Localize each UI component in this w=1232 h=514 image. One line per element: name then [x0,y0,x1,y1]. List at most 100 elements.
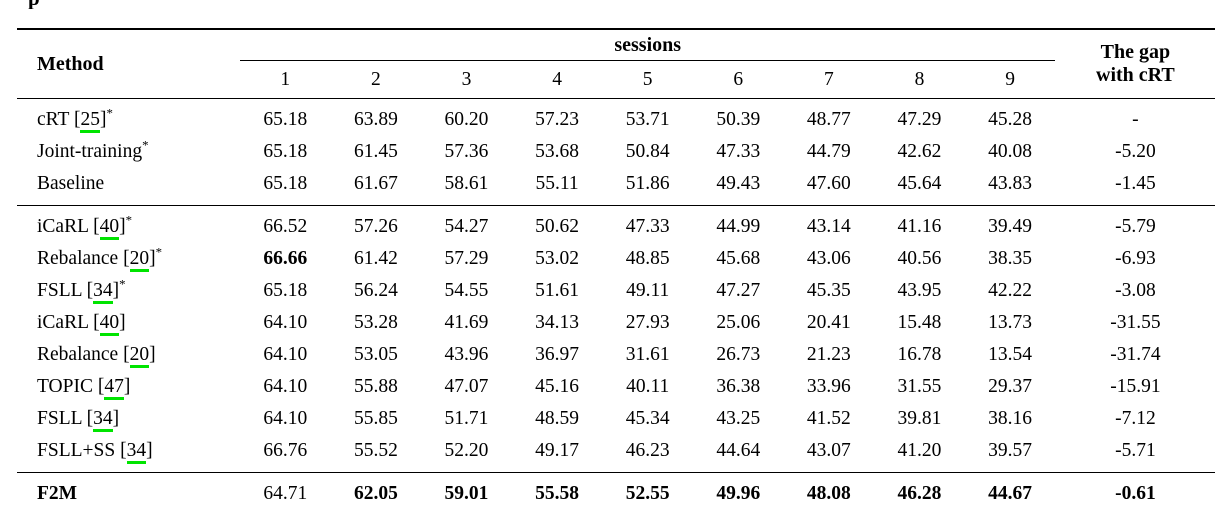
method-name: FSLL+SS [37,440,116,461]
value-cell-session-4: 48.59 [535,408,580,429]
session-column-7: 7 [783,60,875,99]
value-cell-session-4: 36.97 [535,344,580,365]
value-cell-session-6: 50.39 [716,109,761,130]
value-cell-session-2: 53.05 [353,344,398,365]
asterisk-marker: * [155,245,163,260]
value-cell-session-9: 44.67 [988,483,1032,504]
value-cell-session-2: 61.67 [353,173,398,194]
citation-link[interactable]: 20 [129,344,150,368]
value-cell-session-7: 44.79 [806,141,851,162]
gap-cell: -5.79 [1115,216,1156,237]
value-cell-session-6: 36.38 [716,376,761,397]
value-cell-session-5: 53.71 [625,109,670,130]
value-cell-session-2: 55.85 [353,408,398,429]
table-row: FSLL [34]* 65.18 56.24 54.55 51.61 49.11 47.27… [17,275,1215,307]
asterisk-marker: * [125,213,133,228]
method-name: Baseline [37,173,105,194]
value-cell-session-7: 43.07 [806,440,851,461]
group-ours: F2M 64.71 62.05 59.01 55.58 52.55 49.96 48.08 46… [17,472,1216,514]
citation-link[interactable]: 25 [80,109,100,133]
value-cell-session-3: 54.55 [444,280,489,301]
value-cell-session-9: 39.57 [988,440,1032,461]
method-name: FSLL [37,408,82,429]
value-cell-session-5: 31.61 [625,344,670,365]
value-cell-session-9: 45.28 [988,109,1032,130]
value-cell-session-1: 65.18 [263,173,308,194]
value-cell-session-4: 50.62 [535,216,580,237]
asterisk-marker: * [142,138,149,153]
value-cell-session-9: 38.35 [988,248,1032,269]
value-cell-session-5: 49.11 [626,280,670,301]
value-cell-session-3: 51.71 [444,408,489,429]
value-cell-session-2: 55.52 [353,440,398,461]
gap-cell: -7.12 [1115,408,1156,429]
value-cell-session-7: 20.41 [806,312,851,333]
method-cell: Rebalance [20]* [17,243,240,275]
value-cell-session-3: 41.69 [444,312,489,333]
value-cell-session-1: 64.10 [263,408,308,429]
value-cell-session-6: 49.43 [716,173,761,194]
method-name: Rebalance [37,344,119,365]
value-cell-session-8: 41.16 [897,216,942,237]
value-cell-session-5: 51.86 [625,173,670,194]
column-header-gap: The gap with cRT [1055,29,1216,99]
session-column-6: 6 [692,60,784,99]
gap-header-line1: The gap [1100,41,1171,63]
citation-link[interactable]: 40 [99,216,120,240]
value-cell-session-2: 53.28 [353,312,398,333]
citation-link[interactable]: 40 [99,312,120,336]
value-cell-session-7: 33.96 [806,376,851,397]
value-cell-session-9: 29.37 [988,376,1032,397]
citation-link[interactable]: 20 [129,248,150,272]
value-cell-session-7: 21.23 [806,344,851,365]
gap-cell: - [1132,109,1139,130]
session-column-8: 8 [874,60,965,99]
value-cell-session-1: 64.71 [263,483,308,504]
value-cell-session-6: 43.25 [716,408,761,429]
table-row: Joint-training* 65.18 61.45 57.36 53.68 50.84… [17,136,1215,168]
value-cell-session-1: 65.18 [263,141,308,162]
citation-link[interactable]: 34 [126,440,147,464]
method-cell: Joint-training* [17,136,240,168]
value-cell-session-5: 48.85 [625,248,670,269]
table-row: cRT [25]* 65.18 63.89 60.20 57.23 53.71 50.39 4… [17,99,1215,137]
table-row: F2M 64.71 62.05 59.01 55.58 52.55 49.96 48.08 46… [17,473,1215,514]
value-cell-session-4: 49.17 [535,440,580,461]
gap-cell: -31.74 [1110,344,1161,365]
value-cell-session-4: 53.02 [535,248,580,269]
value-cell-session-1: 64.10 [263,376,308,397]
value-cell-session-6: 26.73 [716,344,761,365]
gap-cell: -15.91 [1110,376,1161,397]
table-row: TOPIC [47] 64.10 55.88 47.07 45.16 40.11 36.38… [17,371,1215,403]
gap-cell: -6.93 [1115,248,1156,269]
method-name: Rebalance [37,248,119,269]
value-cell-session-9: 38.16 [988,408,1032,429]
value-cell-session-6: 25.06 [716,312,761,333]
citation-link[interactable]: 34 [93,280,113,304]
value-cell-session-1: 66.52 [263,216,308,237]
value-cell-session-8: 31.55 [897,376,942,397]
session-column-1: 1 [240,60,331,99]
value-cell-session-6: 44.64 [716,440,761,461]
method-name: F2M [37,483,78,504]
value-cell-session-4: 45.16 [535,376,580,397]
method-cell: F2M [17,473,240,514]
value-cell-session-2: 55.88 [353,376,398,397]
citation-link[interactable]: 34 [93,408,113,432]
caption-text-fragment: p [28,0,58,9]
method-name: FSLL [37,280,82,301]
value-cell-session-5: 50.84 [625,141,670,162]
method-cell: Rebalance [20] [17,339,240,371]
table-row: Rebalance [20] 64.10 53.05 43.96 36.97 31.61 2… [17,339,1215,371]
value-cell-session-1: 66.66 [263,248,308,269]
session-column-2: 2 [330,60,422,99]
value-cell-session-3: 60.20 [444,109,489,130]
value-cell-session-4: 34.13 [535,312,580,333]
citation-link[interactable]: 47 [104,376,124,400]
asterisk-marker: * [106,106,113,121]
value-cell-session-4: 55.11 [535,173,579,194]
value-cell-session-9: 40.08 [988,141,1032,162]
